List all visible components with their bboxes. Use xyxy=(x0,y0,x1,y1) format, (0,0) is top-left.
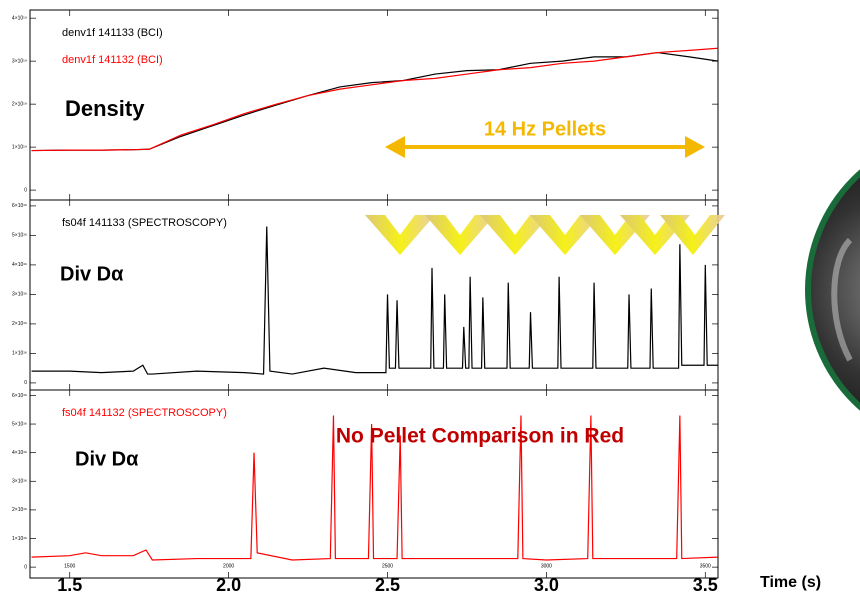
y-tick-label: 2×10¹⁹ xyxy=(12,101,27,107)
y-tick-label: 0 xyxy=(24,187,27,193)
x-tick-label: 1500 xyxy=(64,563,75,569)
y-tick-label: 1×10¹⁹ xyxy=(12,144,27,150)
annotation: Density xyxy=(65,96,145,121)
pellet-arrow xyxy=(385,136,705,158)
x-tick-label: 2000 xyxy=(223,563,234,569)
legend-entry: fs04f 141132 (SPECTROSCOPY) xyxy=(62,407,227,419)
x-tick-label: 2500 xyxy=(382,563,393,569)
x-tick-label: 3000 xyxy=(541,563,552,569)
y-tick-label: 3×10¹⁹ xyxy=(12,58,27,64)
x-axis-label: Time (s) xyxy=(760,574,821,591)
x-tick-label-seconds: 2.5 xyxy=(375,575,400,595)
y-tick-label: 0 xyxy=(24,564,27,570)
x-tick-label-seconds: 3.0 xyxy=(534,575,559,595)
x-tick-label-seconds: 2.0 xyxy=(216,575,241,595)
annotation: Div Dα xyxy=(75,448,139,470)
legend-entry: denv1f 141133 (BCI) xyxy=(62,27,163,39)
y-tick-label: 5×10¹⁶ xyxy=(12,421,27,427)
plot-frame xyxy=(29,389,719,579)
y-tick-label: 2×10¹⁶ xyxy=(12,507,27,513)
y-tick-label: 3×10¹⁶ xyxy=(12,479,27,485)
y-tick-label: 0 xyxy=(24,380,27,386)
pellet-markers xyxy=(365,215,725,255)
series-line xyxy=(31,226,718,375)
y-tick-label: 6×10¹⁶ xyxy=(12,203,27,209)
y-tick-label: 1×10¹⁶ xyxy=(12,536,27,542)
annotation: 14 Hz Pellets xyxy=(484,118,606,140)
x-tick-label-seconds: 3.5 xyxy=(693,575,718,595)
series-line xyxy=(31,47,719,152)
legend-entry: fs04f 141133 (SPECTROSCOPY) xyxy=(62,217,227,229)
series-line xyxy=(31,415,719,561)
y-tick-label: 4×10¹⁶ xyxy=(12,262,27,268)
y-tick-label: 2×10¹⁶ xyxy=(12,321,27,327)
y-tick-label: 6×10¹⁶ xyxy=(12,393,27,399)
tokamak-image xyxy=(805,169,860,411)
x-tick-label-seconds: 1.5 xyxy=(57,575,82,595)
y-tick-label: 5×10¹⁶ xyxy=(12,233,27,239)
y-tick-label: 4×10¹⁹ xyxy=(12,15,27,21)
y-tick-label: 1×10¹⁶ xyxy=(12,351,27,357)
annotation: No Pellet Comparison in Red xyxy=(336,425,624,448)
y-tick-label: 3×10¹⁶ xyxy=(12,292,27,298)
annotation: Div Dα xyxy=(60,263,124,285)
x-tick-label: 3500 xyxy=(700,563,711,569)
legend-entry: denv1f 141132 (BCI) xyxy=(62,54,163,66)
y-tick-label: 4×10¹⁶ xyxy=(12,450,27,456)
